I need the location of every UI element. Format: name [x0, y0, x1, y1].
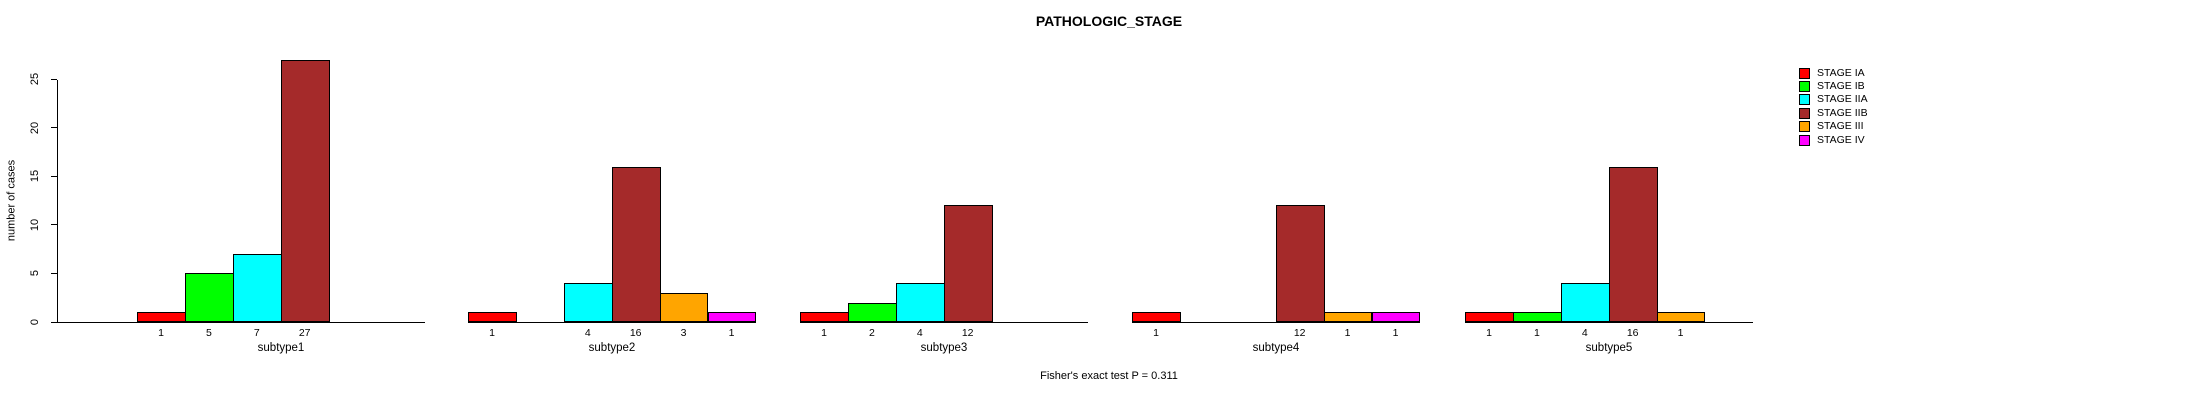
y-tick	[51, 78, 57, 80]
bar-value-label: 1	[1392, 327, 1399, 339]
bar-stage-iib	[611, 167, 661, 322]
bar-value-label: 1	[1153, 327, 1159, 339]
bar-stage-iib	[280, 60, 330, 322]
y-tick-label: 20	[29, 121, 41, 134]
y-axis-line	[57, 80, 58, 323]
x-axis-label: subtype3	[920, 342, 968, 354]
fisher-test-annotation: Fisher's exact test P = 0.311	[1040, 370, 1178, 382]
legend-swatch	[1799, 134, 1810, 146]
x-axis-line	[57, 322, 425, 323]
bar-value-label: 27	[298, 327, 311, 339]
x-axis-label: subtype5	[1585, 342, 1633, 354]
bar-value-label: 4	[916, 327, 923, 339]
bar-value-label: 7	[253, 327, 260, 339]
y-tick	[51, 224, 57, 226]
legend-swatch	[1799, 80, 1810, 92]
bar-stage-ia	[137, 312, 186, 322]
bar-value-label: 12	[1293, 327, 1306, 339]
bar-value-label: 1	[489, 327, 495, 339]
bar-value-label: 1	[1344, 327, 1351, 339]
bar-value-label: 3	[680, 327, 687, 339]
legend-label: STAGE III	[1817, 120, 1864, 133]
y-tick-label: 15	[29, 170, 41, 183]
x-axis-label: subtype4	[1252, 342, 1300, 354]
bar-stage-ib	[184, 273, 234, 322]
y-tick	[51, 272, 57, 274]
bar-stage-iii	[659, 293, 709, 322]
bar-value-label: 1	[1677, 327, 1684, 339]
x-axis-line	[468, 322, 756, 323]
bar-stage-ia	[1465, 312, 1514, 322]
y-tick	[51, 175, 57, 177]
bar-stage-ia	[800, 312, 849, 322]
bar-value-label: 4	[1581, 327, 1588, 339]
legend-swatch	[1799, 107, 1810, 119]
bar-value-label: 4	[584, 327, 591, 339]
bar-value-label: 16	[1626, 327, 1639, 339]
bar-value-label: 5	[205, 327, 212, 339]
bar-stage-iia	[563, 283, 613, 322]
bar-value-label: 1	[158, 327, 164, 339]
chart-title: PATHOLOGIC_STAGE	[1035, 13, 1183, 29]
bar-stage-iia	[895, 283, 945, 322]
y-tick-label: 25	[29, 72, 41, 86]
y-axis-title: number of cases	[5, 159, 18, 242]
x-axis-line	[1132, 322, 1420, 323]
bar-stage-ib	[1512, 312, 1562, 322]
bar-value-label: 1	[728, 327, 735, 339]
bar-value-label: 1	[1533, 327, 1540, 339]
x-axis-label: subtype2	[588, 342, 636, 354]
bar-value-label: 1	[1486, 327, 1492, 339]
legend-label: STAGE IIB	[1817, 106, 1868, 119]
legend-swatch	[1799, 121, 1810, 133]
y-tick-label: 5	[29, 270, 41, 277]
x-axis-line	[800, 322, 1088, 323]
bar-stage-iib	[943, 205, 993, 322]
bar-stage-ia	[468, 312, 517, 322]
bar-stage-iv	[1371, 312, 1421, 322]
bar-value-label: 1	[821, 327, 827, 339]
bar-stage-iii	[1323, 312, 1373, 322]
legend-label: STAGE IA	[1817, 66, 1865, 79]
bar-value-label: 12	[961, 327, 974, 339]
bar-stage-iv	[707, 312, 757, 322]
y-tick-label: 0	[29, 318, 41, 326]
x-axis-line	[1465, 322, 1753, 323]
bar-stage-ia	[1132, 312, 1181, 322]
legend-label: STAGE IV	[1817, 133, 1865, 146]
bar-value-label: 2	[868, 327, 875, 339]
x-axis-label: subtype1	[257, 342, 305, 354]
bar-stage-iib	[1275, 205, 1325, 322]
y-tick	[51, 127, 57, 129]
legend-swatch	[1799, 94, 1810, 106]
y-tick	[51, 321, 57, 323]
bar-value-label: 16	[629, 327, 642, 339]
legend-swatch	[1799, 67, 1810, 79]
bar-stage-iii	[1656, 312, 1706, 322]
bar-stage-iib	[1608, 167, 1658, 322]
bar-stage-ib	[847, 303, 897, 322]
bar-stage-iia	[1560, 283, 1610, 322]
y-tick-label: 10	[29, 218, 41, 231]
bar-stage-iia	[232, 254, 282, 322]
legend-label: STAGE IB	[1817, 79, 1865, 92]
legend-label: STAGE IIA	[1817, 93, 1868, 106]
